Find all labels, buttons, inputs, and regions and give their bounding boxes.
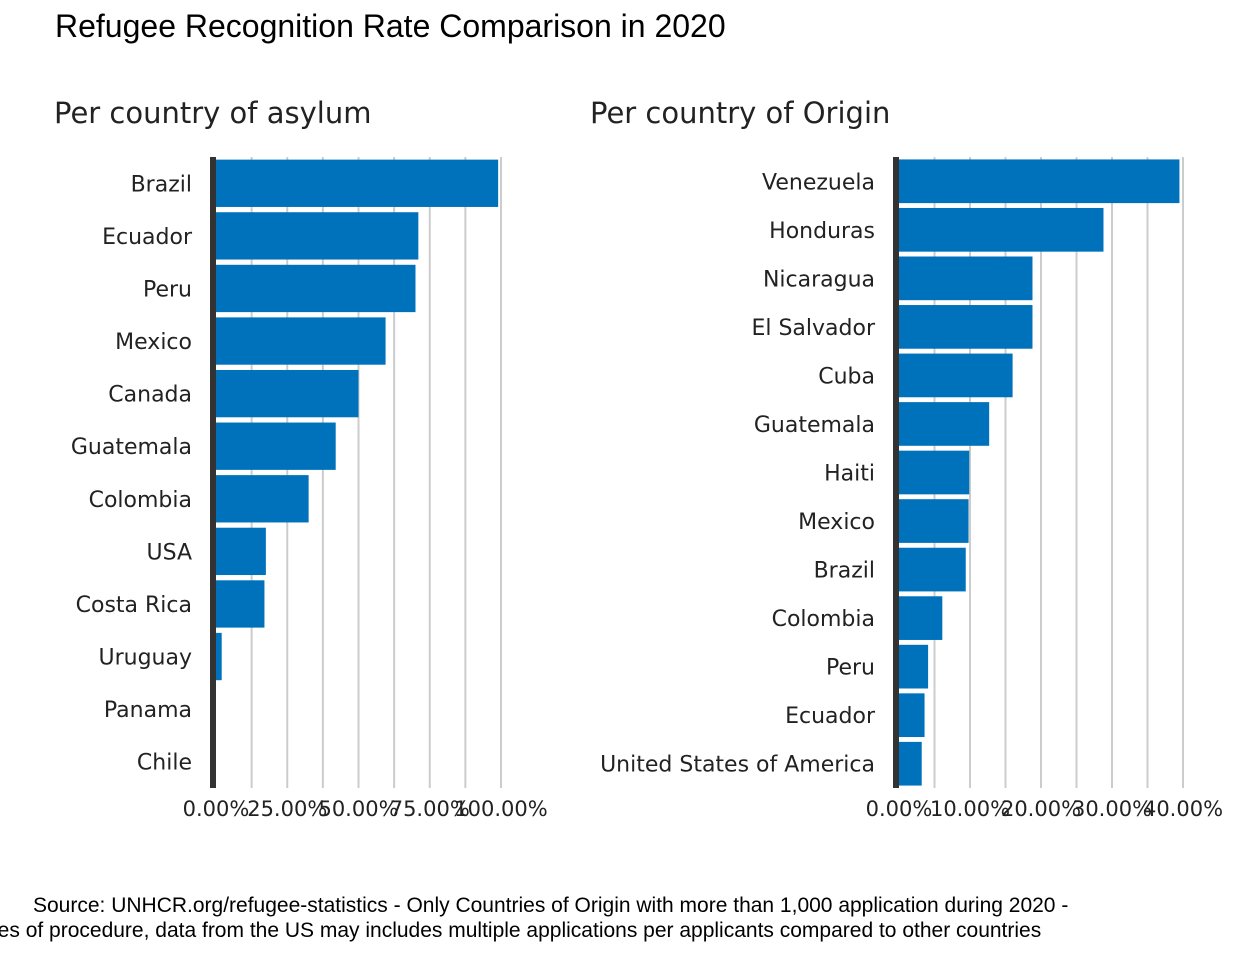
origin-category-label: Ecuador	[785, 704, 876, 729]
right-panel-title: Per country of Origin	[590, 96, 891, 130]
origin-bar	[899, 256, 1033, 301]
origin-bar	[899, 547, 966, 592]
asylum-category-label: Canada	[108, 383, 192, 408]
source-note: Source: UNHCR.org/refugee-statistics - O…	[0, 893, 1248, 943]
asylum-category-label: Colombia	[89, 488, 192, 513]
origin-category-label: Guatemala	[754, 413, 875, 438]
asylum-tick-label: 25.00%	[247, 797, 327, 821]
asylum-bar	[216, 632, 222, 681]
source-line-2: pes of procedure, data from the US may i…	[0, 919, 1042, 942]
origin-bar	[899, 499, 969, 543]
asylum-bar	[216, 422, 336, 470]
origin-bar	[899, 644, 929, 689]
origin-category-label: Brazil	[814, 559, 875, 584]
asylum-tick-label: 50.00%	[318, 797, 398, 821]
asylum-category-label: USA	[146, 540, 192, 565]
origin-category-label: Nicaragua	[763, 267, 875, 292]
origin-panel: Venezuela Honduras Nicaragua El Salvador Cub…	[600, 157, 1223, 821]
origin-bar	[899, 741, 922, 786]
origin-bar	[899, 596, 943, 640]
asylum-tick-label: 0.00%	[183, 797, 250, 821]
asylum-category-label: Brazil	[131, 172, 192, 197]
asylum-panel: Brazil Ecuador Peru Mexico Canada Guatemala Co…	[71, 157, 548, 821]
origin-tick-label: 10.00%	[930, 797, 1010, 821]
origin-tick-label: 30.00%	[1072, 797, 1152, 821]
origin-category-label: Cuba	[818, 364, 875, 389]
asylum-category-label: Chile	[137, 751, 192, 776]
asylum-bar	[216, 317, 386, 365]
asylum-category-label: Mexico	[115, 330, 192, 355]
origin-bar	[899, 693, 925, 738]
asylum-bar	[216, 369, 359, 418]
origin-bar	[899, 207, 1104, 252]
origin-category-label: Mexico	[798, 510, 875, 535]
asylum-category-label: Costa Rica	[76, 593, 192, 618]
origin-category-label: Colombia	[772, 607, 875, 632]
origin-category-label: United States of America	[600, 753, 875, 778]
asylum-tick-label: 75.00%	[390, 797, 470, 821]
chart-title: Refugee Recognition Rate Comparison in 2…	[55, 8, 726, 44]
origin-tick-label: 20.00%	[1001, 797, 1081, 821]
origin-category-label: El Salvador	[751, 316, 875, 341]
origin-bar	[899, 159, 1180, 204]
asylum-category-label: Ecuador	[102, 225, 193, 250]
origin-category-label: Peru	[826, 656, 875, 681]
source-line-1: Source: UNHCR.org/refugee-statistics - O…	[33, 894, 1069, 917]
asylum-bar	[216, 527, 266, 576]
asylum-bar	[216, 264, 416, 313]
origin-bar	[899, 353, 1013, 398]
asylum-tick-label: 100.00%	[454, 797, 547, 821]
origin-tick-label: 40.00%	[1143, 797, 1223, 821]
asylum-bar	[216, 212, 419, 260]
origin-tick-label: 0.00%	[866, 797, 933, 821]
origin-category-label: Honduras	[769, 219, 875, 244]
origin-category-label: Venezuela	[762, 170, 875, 195]
asylum-category-label: Uruguay	[99, 646, 193, 671]
asylum-category-label: Panama	[104, 698, 192, 723]
asylum-bar	[216, 580, 265, 628]
asylum-bar	[216, 159, 499, 207]
origin-bar	[899, 402, 990, 446]
origin-category-label: Haiti	[824, 462, 875, 487]
asylum-bar	[216, 475, 309, 523]
origin-bar	[899, 305, 1033, 349]
left-panel-title: Per country of asylum	[54, 96, 372, 130]
origin-bar	[899, 450, 970, 495]
asylum-category-label: Peru	[143, 277, 192, 302]
asylum-category-label: Guatemala	[71, 435, 192, 460]
